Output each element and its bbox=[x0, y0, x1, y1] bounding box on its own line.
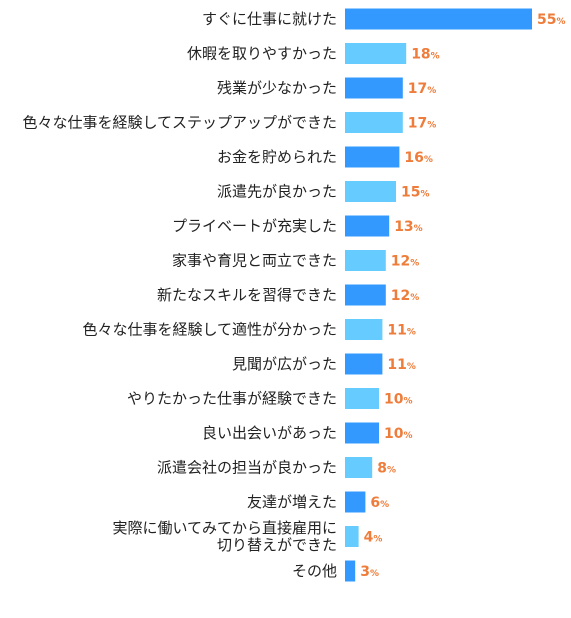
category-label: 実際に働いてみてから直接雇用に bbox=[112, 519, 337, 537]
bar bbox=[345, 250, 386, 271]
bar bbox=[345, 8, 532, 30]
bar bbox=[345, 353, 383, 375]
value-label: 15% bbox=[401, 185, 430, 201]
bar bbox=[345, 388, 379, 409]
value-label: 4% bbox=[364, 530, 383, 546]
category-label: 派遣会社の担当が良かった bbox=[157, 459, 337, 477]
value-label: 12% bbox=[391, 254, 420, 270]
category-label: やりたかった仕事が経験できた bbox=[127, 390, 337, 408]
value-label: 17% bbox=[408, 116, 437, 132]
category-label: 残業が少なかった bbox=[217, 79, 337, 97]
category-label: 友達が増えた bbox=[247, 493, 337, 511]
category-label: 見聞が広がった bbox=[232, 355, 337, 373]
value-label: 10% bbox=[384, 392, 413, 408]
value-label: 18% bbox=[411, 47, 440, 63]
bar bbox=[345, 181, 396, 202]
category-label: 良い出会いがあった bbox=[202, 424, 337, 442]
bar bbox=[345, 457, 373, 478]
category-label: 休暇を取りやすかった bbox=[187, 45, 337, 63]
bar bbox=[345, 560, 356, 582]
bar bbox=[345, 77, 403, 99]
bars-layer: すぐに仕事に就けた 55% 休暇を取りやすかった 18% 残業が少なかった 17% 色々な仕… bbox=[22, 8, 566, 582]
bar bbox=[345, 112, 403, 133]
bar bbox=[345, 491, 366, 513]
category-label: すぐに仕事に就けた bbox=[202, 10, 337, 28]
category-label: 色々な仕事を経験して適性が分かった bbox=[82, 321, 337, 339]
bar bbox=[345, 319, 383, 340]
value-label: 8% bbox=[377, 461, 396, 477]
value-label: 6% bbox=[370, 495, 389, 511]
bar bbox=[345, 284, 386, 306]
category-label: その他 bbox=[292, 562, 337, 580]
value-label: 11% bbox=[387, 357, 416, 373]
category-label: 家事や育児と両立できた bbox=[172, 252, 337, 270]
value-label: 55% bbox=[537, 12, 566, 28]
value-label: 16% bbox=[404, 150, 433, 166]
value-label: 12% bbox=[391, 288, 420, 304]
value-label: 10% bbox=[384, 426, 413, 442]
category-label: 切り替えができた bbox=[217, 536, 337, 554]
bar bbox=[345, 526, 359, 547]
bar bbox=[345, 422, 379, 444]
value-label: 17% bbox=[408, 81, 437, 97]
bar bbox=[345, 43, 407, 64]
category-label: 新たなスキルを習得できた bbox=[157, 286, 337, 304]
value-label: 3% bbox=[360, 564, 379, 580]
value-label: 11% bbox=[387, 323, 416, 339]
bar bbox=[345, 146, 400, 168]
category-label: プライベートが充実した bbox=[172, 217, 337, 235]
category-label: 色々な仕事を経験してステップアップができた bbox=[22, 114, 337, 132]
category-label: お金を貯められた bbox=[217, 148, 337, 166]
value-label: 13% bbox=[394, 219, 423, 235]
bar bbox=[345, 215, 390, 237]
category-label: 派遣先が良かった bbox=[217, 183, 337, 201]
